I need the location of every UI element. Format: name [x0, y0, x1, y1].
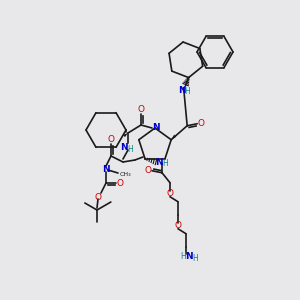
Text: H: H	[162, 159, 168, 168]
Polygon shape	[123, 133, 128, 137]
Text: N: N	[185, 252, 193, 261]
Text: N: N	[102, 166, 110, 175]
Text: H: H	[180, 252, 186, 261]
Text: O: O	[145, 166, 152, 175]
Text: O: O	[175, 221, 182, 230]
Text: H: H	[192, 254, 198, 263]
Polygon shape	[171, 135, 176, 140]
Text: N: N	[178, 86, 185, 95]
Text: CH₃: CH₃	[120, 172, 132, 176]
Text: O: O	[137, 106, 145, 115]
Text: O: O	[107, 136, 115, 145]
Text: O: O	[116, 178, 124, 188]
Text: O: O	[167, 189, 173, 198]
Text: N: N	[120, 143, 128, 152]
Text: H: H	[127, 145, 133, 154]
Text: O: O	[198, 119, 205, 128]
Text: N: N	[152, 124, 160, 133]
Text: O: O	[94, 193, 101, 202]
Text: N: N	[155, 158, 163, 167]
Text: H: H	[185, 87, 191, 96]
